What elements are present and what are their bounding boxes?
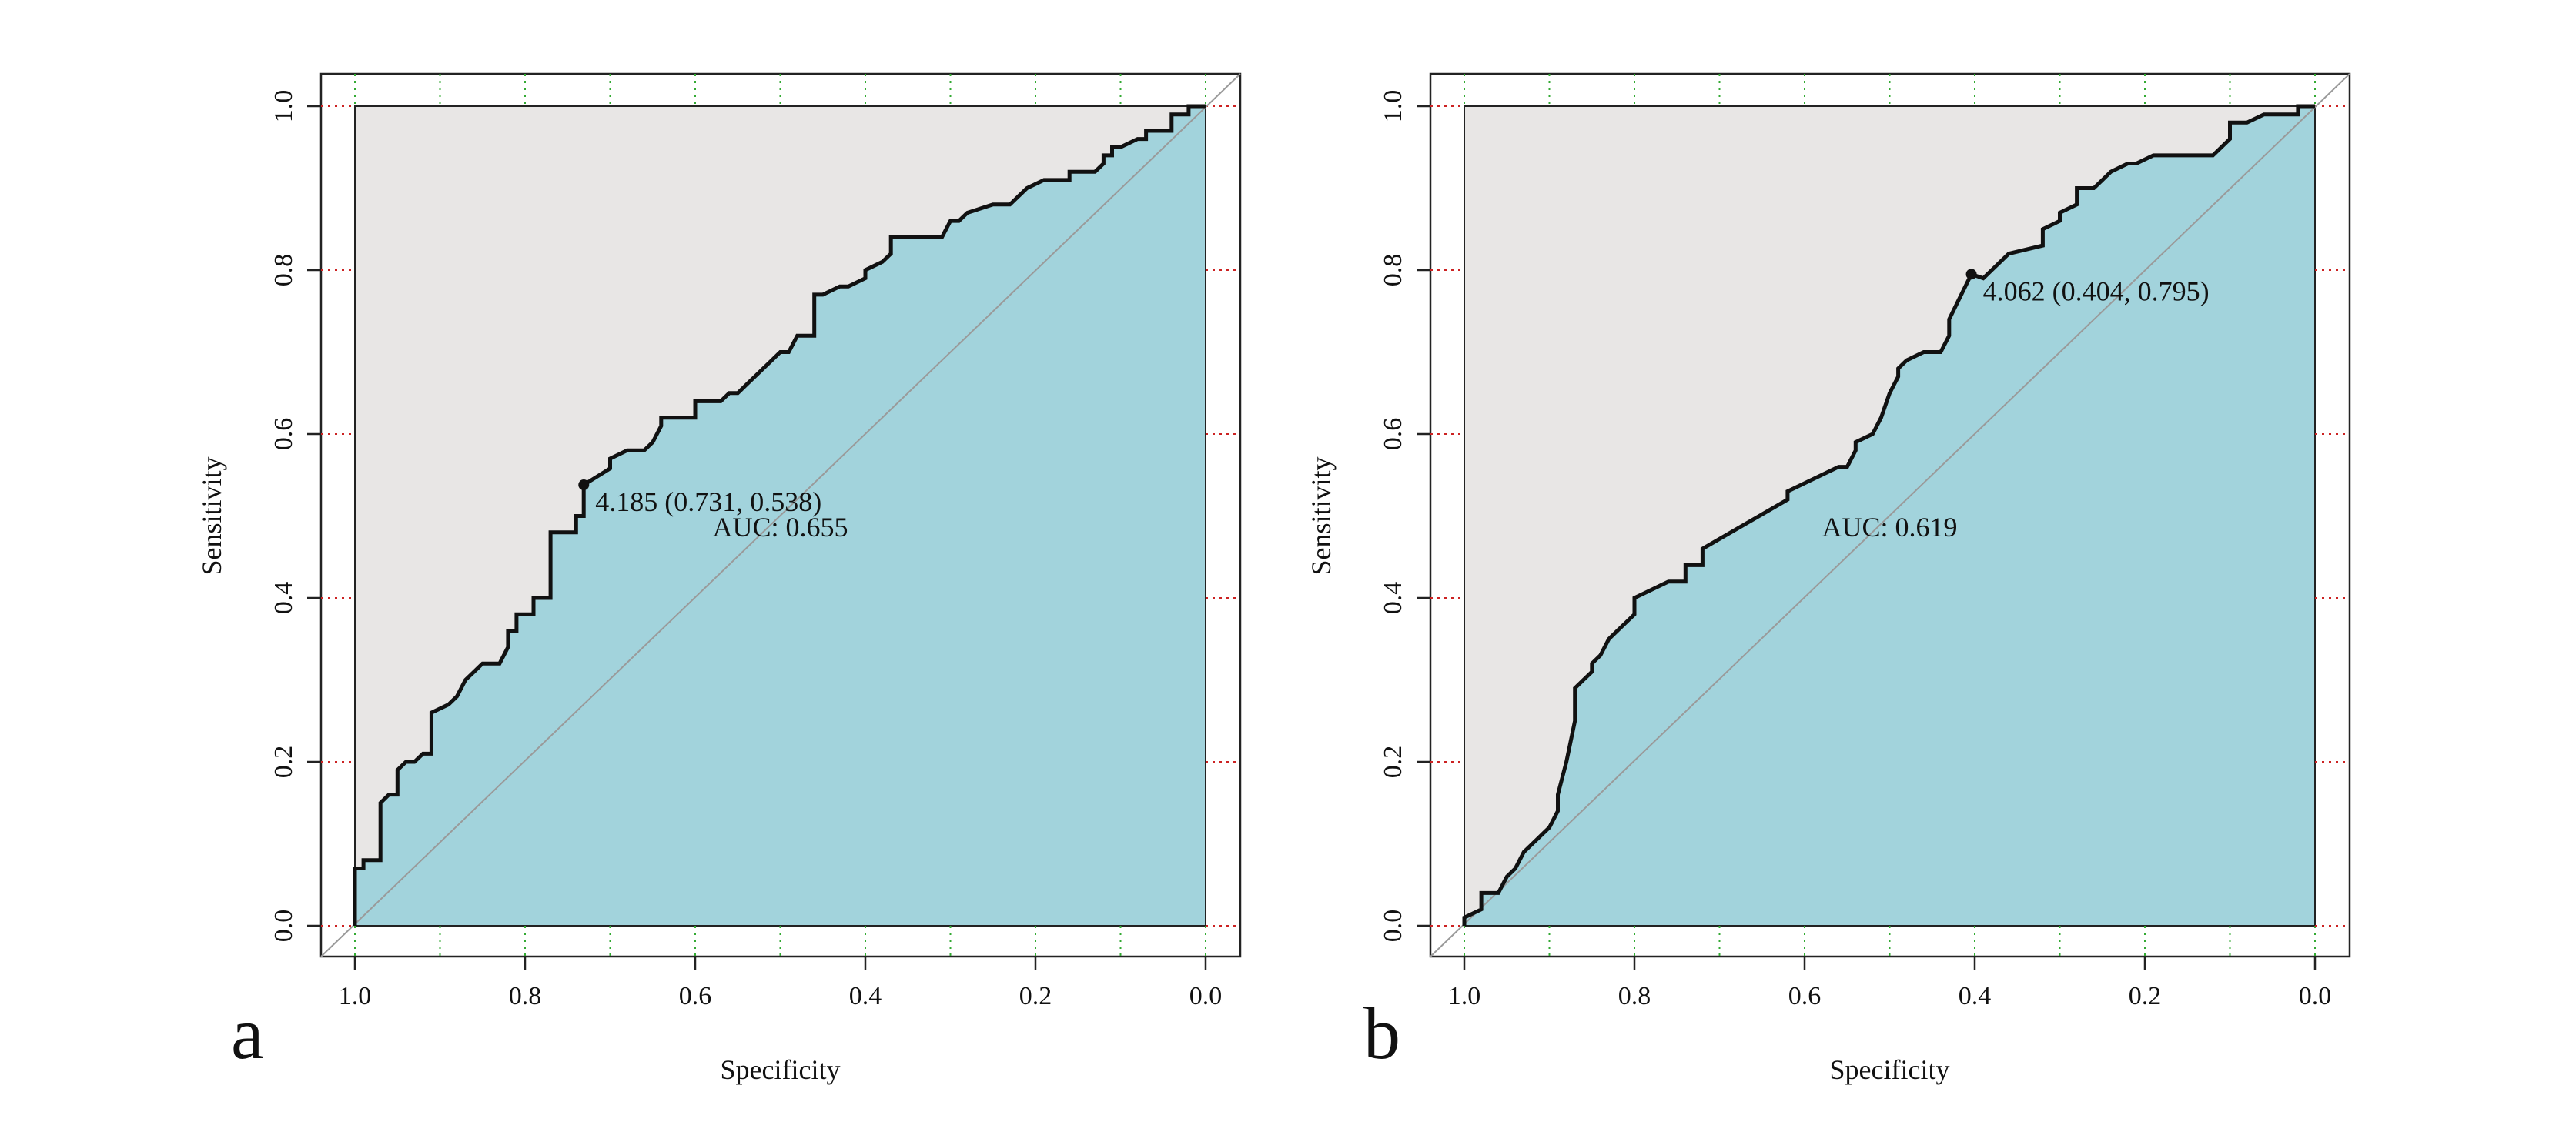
y-tick-label: 0.4: [269, 582, 298, 615]
y-tick-label: 0.0: [1379, 910, 1407, 943]
x-tick-label: 0.2: [1019, 982, 1052, 1010]
threshold-point: [578, 479, 590, 491]
x-tick-label: 0.2: [2129, 982, 2162, 1010]
threshold-label: 4.185 (0.731, 0.538): [595, 486, 821, 517]
panel-letter: b: [1363, 992, 1400, 1074]
y-axis-title: Sensitivity: [1306, 456, 1337, 575]
diagonal-reference-line: [1430, 73, 2350, 957]
roc-panel-b: 4.062 (0.404, 0.795) AUC: 0.619 1.0 0.8 0.6 0…: [1306, 72, 2351, 1085]
y-axis-title: Sensitivity: [196, 456, 227, 575]
panel-letter: a: [231, 992, 264, 1074]
threshold-label: 4.062 (0.404, 0.795): [1983, 275, 2210, 306]
x-tick-label: 0.4: [1959, 982, 1992, 1010]
y-tick-label: 1.0: [269, 90, 298, 123]
auc-label: AUC: 0.619: [1822, 512, 1957, 543]
y-tick-label: 0.8: [1379, 254, 1407, 287]
y-tick-label: 0.6: [1379, 418, 1407, 451]
roc-curve: [353, 104, 1206, 926]
y-tick-label: 0.6: [269, 418, 298, 451]
y-tick-label: 0.8: [269, 254, 298, 287]
x-tick-label: 0.6: [1788, 982, 1822, 1010]
y-tick-label: 1.0: [1379, 90, 1407, 123]
y-tick-label: 0.0: [269, 910, 298, 943]
diagonal-reference-line: [320, 73, 1241, 957]
auc-label: AUC: 0.655: [712, 512, 848, 543]
x-tick-label: 0.4: [849, 982, 882, 1010]
y-tick-label: 0.2: [1379, 746, 1407, 779]
x-tick-label: 0.0: [1189, 982, 1223, 1010]
threshold-point: [1965, 269, 1977, 280]
roc-curve: [1462, 104, 2315, 926]
y-tick-label: 0.4: [1379, 582, 1407, 615]
x-axis-title: Specificity: [1830, 1054, 1950, 1085]
x-tick-label: 1.0: [1448, 982, 1481, 1010]
roc-panel-a: 4.185 (0.731, 0.538)AUC: 0.655 1.0 0.8 0.6 0…: [196, 72, 1242, 1085]
x-tick-label: 0.8: [509, 982, 542, 1010]
x-tick-label: 0.0: [2299, 982, 2332, 1010]
x-tick-label: 1.0: [339, 982, 372, 1010]
y-tick-label: 0.2: [269, 746, 298, 779]
x-axis-title: Specificity: [721, 1054, 841, 1085]
x-tick-label: 0.6: [679, 982, 712, 1010]
x-tick-label: 0.8: [1618, 982, 1651, 1010]
